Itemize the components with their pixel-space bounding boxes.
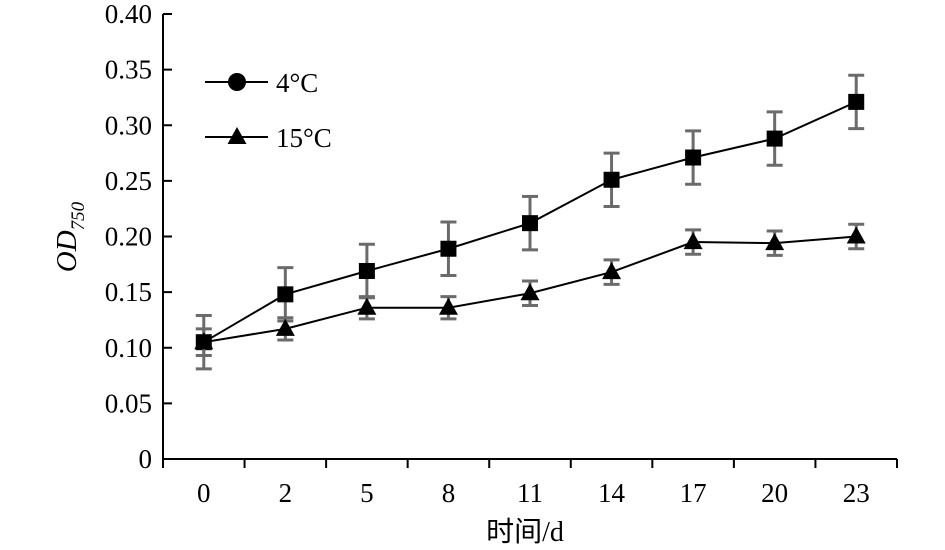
y-tick-label: 0.30 [105, 110, 152, 140]
x-axis-title: 时间/d [486, 516, 564, 548]
y-tick-label: 0.25 [105, 166, 152, 196]
y-tick-label: 0.15 [105, 277, 152, 307]
data-point [848, 93, 865, 110]
series-2 [194, 222, 866, 358]
data-point [440, 240, 457, 257]
data-point [438, 297, 458, 315]
x-tick-label: 20 [761, 478, 788, 508]
y-axis-title-main: OD [51, 230, 83, 272]
data-point [194, 332, 214, 350]
x-tick-label: 23 [843, 478, 870, 508]
y-axis-title-subscript: 750 [68, 201, 89, 230]
y-tick-label: 0.35 [105, 55, 152, 85]
data-point [683, 232, 703, 250]
x-tick-label: 17 [680, 478, 707, 508]
data-point [275, 318, 295, 336]
data-point [358, 262, 375, 279]
y-tick-label: 0.05 [105, 388, 152, 418]
x-ticks: 0 2 5 8 11 14 17 20 23 [162, 459, 898, 508]
data-point [520, 283, 540, 301]
y-tick-label: 0.10 [105, 333, 152, 363]
legend-marker [228, 73, 246, 91]
x-tick-label: 11 [517, 478, 543, 508]
x-tick-label: 5 [360, 478, 374, 508]
data-point [277, 286, 294, 303]
data-point [602, 262, 622, 280]
legend-label: 15°C [276, 123, 332, 153]
legend: 4°C 15°C [205, 68, 332, 153]
x-tick-label: 8 [442, 478, 456, 508]
y-tick-label: 0.20 [105, 222, 152, 252]
data-point [522, 215, 538, 232]
data-point [685, 149, 702, 166]
data-point [766, 130, 783, 147]
series-layer [194, 73, 866, 371]
data-point [765, 233, 785, 251]
x-tick-label: 0 [197, 478, 211, 508]
y-tick-label: 0.40 [105, 0, 152, 29]
data-point [357, 297, 377, 315]
x-tick-label: 2 [279, 478, 293, 508]
y-tick-label: 0 [139, 444, 153, 474]
legend-marker [227, 127, 247, 144]
legend-label: 4°C [276, 68, 318, 98]
data-point [603, 171, 620, 188]
data-point [846, 226, 866, 244]
series-1 [195, 73, 865, 371]
y-axis-title: OD750 [51, 201, 89, 272]
y-ticks: 0 0.05 0.10 0.15 0.20 0.25 0.30 0.35 0.40 [105, 0, 172, 474]
x-tick-label: 14 [598, 478, 626, 508]
